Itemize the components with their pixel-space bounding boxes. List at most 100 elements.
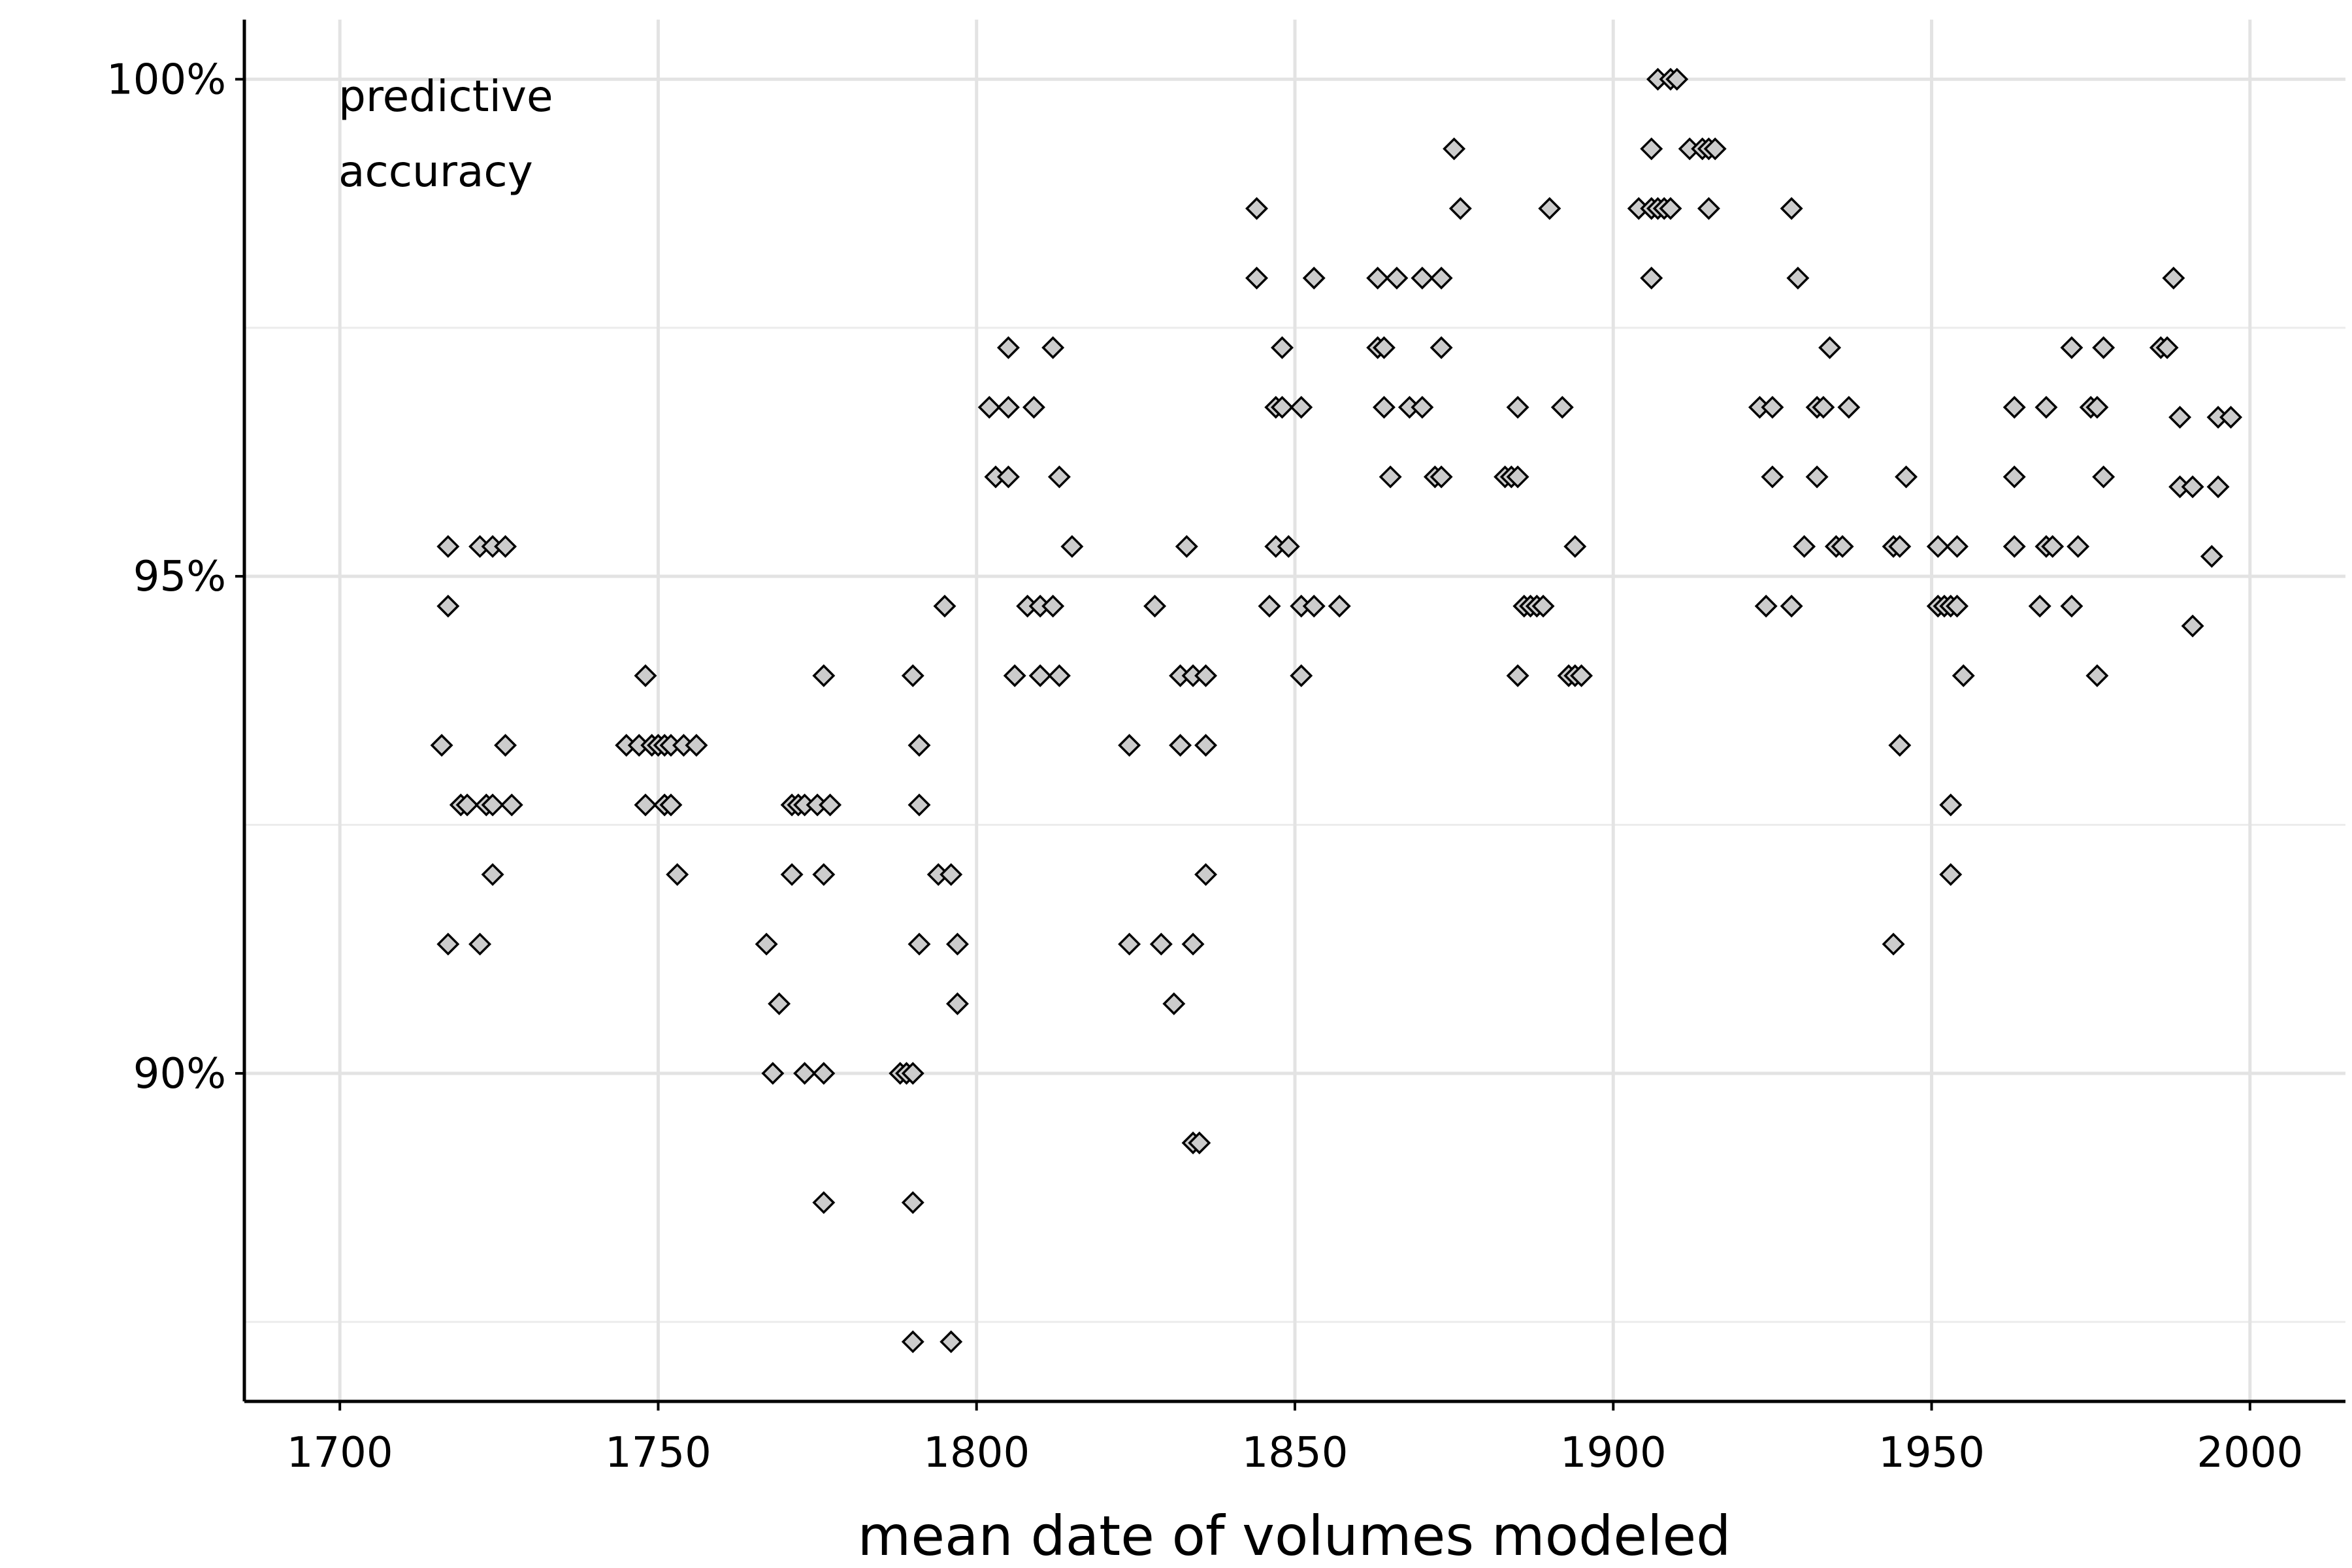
data-point [494, 534, 517, 558]
data-point [901, 1330, 924, 1354]
data-point [1385, 267, 1409, 290]
data-point [2181, 614, 2204, 638]
data-point [1926, 534, 1950, 558]
data-point [2002, 395, 2026, 419]
data-point [1429, 465, 1453, 489]
data-point [1831, 534, 1854, 558]
data-point [907, 932, 931, 956]
data-point [901, 664, 924, 687]
x-tick-label: 1700 [287, 1429, 393, 1477]
data-point [1162, 992, 1186, 1015]
x-tick-label: 1800 [923, 1429, 1030, 1477]
data-point [1302, 267, 1326, 290]
data-point [436, 595, 460, 618]
data-point [1780, 595, 1803, 618]
data-point [1805, 465, 1829, 489]
data-point [1411, 267, 1434, 290]
data-point [1003, 664, 1026, 687]
x-tick-label: 1750 [605, 1429, 711, 1477]
data-point [1531, 595, 1555, 618]
data-point [1448, 197, 1472, 220]
data-point [996, 465, 1020, 489]
data-point [436, 932, 460, 956]
data-point [1118, 734, 1141, 757]
data-point [1946, 534, 1969, 558]
data-point [1640, 267, 1663, 290]
data-point [1538, 197, 1561, 220]
data-point [1372, 395, 1396, 419]
data-point [939, 1330, 963, 1354]
x-axis-title: mean date of volumes modeled [858, 1504, 1731, 1568]
data-point [1277, 534, 1300, 558]
data-point [2060, 336, 2083, 359]
data-point [996, 395, 1020, 419]
data-point [1041, 595, 1065, 618]
data-point [819, 793, 842, 817]
data-point [1041, 336, 1065, 359]
data-point [1952, 664, 1975, 687]
data-point [2002, 534, 2026, 558]
data-point [996, 336, 1020, 359]
data-point [1703, 137, 1727, 161]
data-point [1302, 595, 1326, 618]
data-point [1118, 932, 1141, 956]
data-point [1761, 395, 1784, 419]
data-point [2034, 395, 2058, 419]
y-tick-label: 95% [133, 553, 226, 601]
data-point [1697, 197, 1720, 220]
data-point [1563, 534, 1587, 558]
data-point [901, 1062, 924, 1085]
annotation-line-1: predictive [338, 71, 553, 122]
data-point [430, 734, 453, 757]
data-point [1888, 534, 1912, 558]
data-point [1443, 137, 1466, 161]
data-point [1818, 336, 1842, 359]
data-point [1939, 793, 1963, 817]
data-point [1245, 267, 1269, 290]
data-point [2168, 406, 2192, 429]
grid-lines [244, 20, 2345, 1401]
data-point [2092, 336, 2115, 359]
data-point [1429, 267, 1453, 290]
data-point [1837, 395, 1861, 419]
data-point [1188, 1131, 1211, 1154]
data-point [2085, 395, 2109, 419]
data-point [2092, 465, 2115, 489]
data-point [812, 1062, 836, 1085]
data-point [793, 1062, 817, 1085]
data-point [1812, 395, 1835, 419]
data-point [755, 932, 778, 956]
data-point [1060, 534, 1084, 558]
y-tick-label: 100% [106, 56, 226, 104]
data-point [1372, 336, 1396, 359]
data-point [1175, 534, 1198, 558]
data-point [1047, 465, 1071, 489]
data-point [468, 932, 492, 956]
data-point [1194, 734, 1218, 757]
data-point [2060, 595, 2083, 618]
data-point [685, 734, 708, 757]
data-point [455, 793, 479, 817]
data-point [2028, 595, 2051, 618]
data-point [907, 734, 931, 757]
data-point [1169, 734, 1192, 757]
data-point [1143, 595, 1167, 618]
data-point [1271, 336, 1294, 359]
data-point [1506, 395, 1529, 419]
data-point [1290, 664, 1313, 687]
data-point [780, 863, 804, 887]
data-point [2066, 534, 2090, 558]
data-point [812, 1191, 836, 1215]
data-point [1429, 336, 1453, 359]
data-point [1366, 267, 1390, 290]
tick-marks: 1700 1750 1800 1850 1900 1950 2000 90% 95% 100% [106, 56, 2303, 1477]
data-point [1149, 932, 1173, 956]
data-point [1550, 395, 1574, 419]
data-point [1506, 664, 1529, 687]
data-point [1258, 595, 1281, 618]
data-point [939, 863, 963, 887]
data-point [1194, 863, 1218, 887]
data-point [2200, 545, 2223, 568]
data-point [1761, 465, 1784, 489]
